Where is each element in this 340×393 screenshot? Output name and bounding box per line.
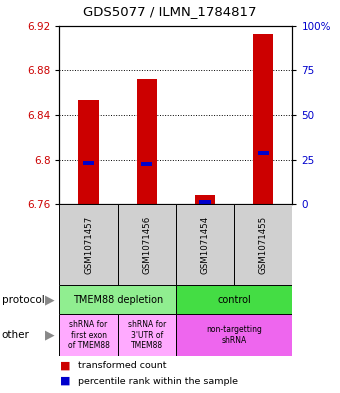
Bar <box>137 79 157 204</box>
Text: percentile rank within the sample: percentile rank within the sample <box>78 376 238 386</box>
Text: shRNA for
first exon
of TMEM88: shRNA for first exon of TMEM88 <box>68 320 109 350</box>
Text: other: other <box>2 330 30 340</box>
Bar <box>258 151 269 155</box>
Bar <box>118 204 176 285</box>
Bar <box>200 200 211 204</box>
Bar <box>176 285 292 314</box>
Bar <box>59 285 176 314</box>
Bar <box>59 314 118 356</box>
Bar <box>79 101 99 204</box>
Text: ■: ■ <box>59 376 70 386</box>
Text: ▶: ▶ <box>45 293 54 306</box>
Bar <box>118 314 176 356</box>
Bar <box>195 195 215 204</box>
Bar <box>141 162 152 166</box>
Text: GDS5077 / ILMN_1784817: GDS5077 / ILMN_1784817 <box>83 5 257 18</box>
Text: GSM1071457: GSM1071457 <box>84 215 93 274</box>
Bar <box>176 204 234 285</box>
Bar <box>176 314 292 356</box>
Text: ▶: ▶ <box>45 329 54 342</box>
Text: non-targetting
shRNA: non-targetting shRNA <box>206 325 262 345</box>
Text: TMEM88 depletion: TMEM88 depletion <box>73 295 163 305</box>
Text: GSM1071454: GSM1071454 <box>201 215 209 274</box>
Text: control: control <box>217 295 251 305</box>
Text: protocol: protocol <box>2 295 45 305</box>
Bar <box>234 204 292 285</box>
Bar <box>83 161 94 165</box>
Text: GSM1071456: GSM1071456 <box>142 215 151 274</box>
Bar <box>59 204 118 285</box>
Text: shRNA for
3'UTR of
TMEM88: shRNA for 3'UTR of TMEM88 <box>128 320 166 350</box>
Text: transformed count: transformed count <box>78 361 167 370</box>
Text: ■: ■ <box>59 360 70 371</box>
Text: GSM1071455: GSM1071455 <box>259 215 268 274</box>
Bar <box>253 35 273 204</box>
